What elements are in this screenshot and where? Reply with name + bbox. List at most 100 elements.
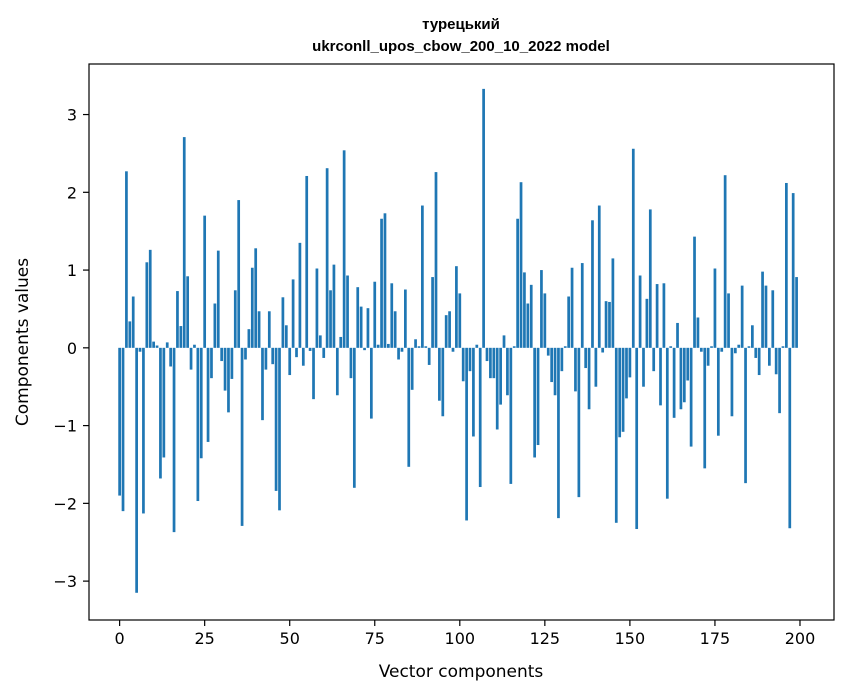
bar-1: [121, 347, 125, 512]
bar-84: [404, 289, 407, 348]
bar-103: [468, 347, 472, 372]
bar-77: [380, 218, 383, 348]
bar-42: [261, 347, 264, 421]
bar-41: [257, 311, 261, 348]
bar-51: [291, 279, 295, 348]
bar-34: [233, 290, 237, 348]
bar-17: [176, 291, 179, 348]
bar-76: [376, 344, 380, 348]
bar-27: [210, 347, 213, 379]
bar-179: [727, 293, 730, 348]
x-tick-label: 175: [700, 629, 731, 648]
x-tick-label: 0: [115, 629, 125, 648]
bar-136: [580, 263, 584, 348]
y-tick-label: 2: [67, 183, 77, 202]
bar-152: [635, 347, 639, 530]
bar-88: [417, 346, 421, 348]
bar-26: [206, 347, 210, 442]
bar-86: [410, 347, 414, 390]
x-tick-label: 200: [785, 629, 816, 648]
bar-190: [764, 285, 768, 348]
bar-151: [631, 148, 635, 348]
bar-108: [485, 347, 489, 362]
bar-61: [325, 168, 329, 348]
y-tick-label: 1: [67, 261, 77, 280]
bar-104: [472, 347, 475, 437]
y-tick-label: 3: [67, 106, 77, 125]
y-tick-label: −1: [53, 417, 77, 436]
bar-176: [716, 347, 720, 436]
bar-11: [155, 345, 159, 348]
bar-13: [162, 347, 166, 458]
bar-38: [247, 329, 251, 348]
bar-195: [781, 346, 785, 348]
bar-44: [267, 311, 271, 348]
bar-105: [475, 344, 479, 348]
bar-178: [723, 175, 727, 348]
bar-129: [557, 347, 560, 519]
x-tick-label: 125: [530, 629, 561, 648]
bar-72: [363, 347, 366, 351]
bar-145: [611, 258, 615, 348]
bar-6: [138, 347, 142, 352]
bar-163: [672, 347, 676, 418]
bar-198: [791, 193, 795, 348]
bar-153: [638, 275, 642, 348]
x-tick-label: 50: [280, 629, 300, 648]
bar-87: [414, 339, 417, 348]
bar-46: [274, 347, 278, 491]
bar-113: [502, 335, 506, 348]
bar-146: [614, 347, 618, 523]
bar-71: [359, 306, 363, 348]
bar-111: [495, 347, 499, 430]
bar-158: [655, 284, 659, 348]
bar-37: [244, 347, 247, 360]
bar-82: [397, 347, 400, 360]
bar-188: [757, 347, 761, 376]
bar-60: [322, 347, 326, 358]
bar-143: [604, 301, 608, 348]
chart-title-line-2: ukrconll_upos_cbow_200_10_2022 model: [312, 38, 610, 55]
bar-160: [662, 283, 666, 348]
bar-130: [560, 347, 564, 372]
bar-66: [342, 150, 346, 348]
bar-149: [625, 347, 628, 399]
bar-123: [536, 347, 540, 446]
bar-169: [693, 236, 696, 348]
bar-196: [785, 182, 788, 348]
bar-75: [373, 281, 377, 348]
bar-68: [349, 347, 353, 379]
bar-114: [506, 347, 509, 396]
bar-110: [492, 347, 496, 379]
bar-4: [131, 296, 135, 348]
bar-148: [621, 347, 625, 432]
bar-121: [529, 284, 533, 348]
bar-47: [278, 347, 281, 511]
bar-109: [489, 347, 492, 379]
bar-33: [230, 347, 234, 379]
bar-67: [346, 275, 349, 348]
bar-22: [193, 344, 196, 348]
bar-150: [628, 347, 632, 378]
bar-107: [482, 88, 485, 348]
bar-90: [424, 346, 428, 348]
bar-8: [145, 262, 149, 348]
plot-frame: [88, 63, 835, 621]
bar-138: [587, 347, 591, 410]
bar-192: [771, 290, 775, 348]
bar-125: [543, 293, 547, 348]
y-tick-label: −2: [53, 494, 77, 513]
bar-93: [434, 172, 438, 348]
bar-24: [199, 347, 203, 459]
bar-50: [288, 347, 292, 376]
bar-97: [448, 311, 451, 348]
bar-147: [618, 347, 622, 438]
bar-191: [768, 347, 771, 366]
bar-74: [369, 347, 373, 419]
bar-99: [455, 266, 458, 348]
bar-116: [512, 346, 516, 348]
bar-183: [740, 285, 744, 348]
bar-36: [240, 347, 244, 526]
bar-154: [642, 347, 645, 387]
bar-40: [254, 248, 258, 348]
